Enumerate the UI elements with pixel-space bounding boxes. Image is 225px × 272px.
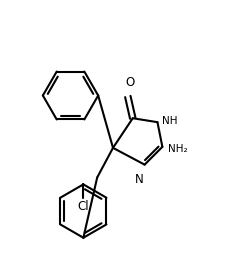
Text: NH₂: NH₂ [168, 144, 187, 154]
Text: N: N [135, 172, 143, 186]
Text: Cl: Cl [77, 200, 89, 213]
Text: NH: NH [162, 116, 177, 126]
Text: O: O [125, 76, 134, 89]
